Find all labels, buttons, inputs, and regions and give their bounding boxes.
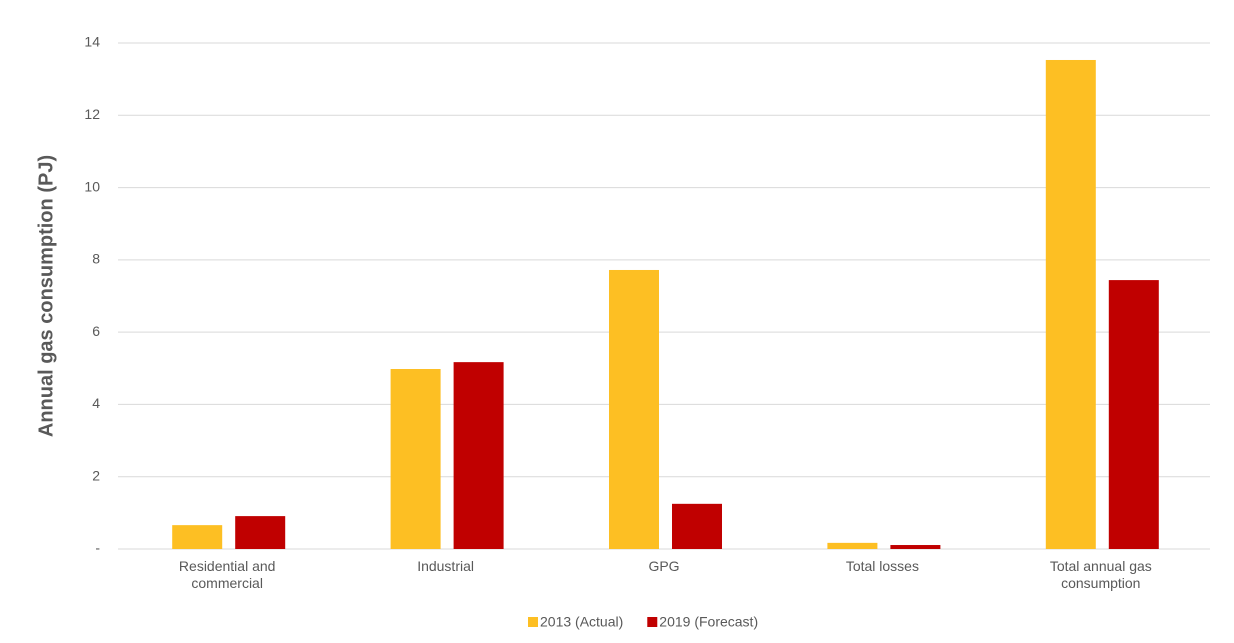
x-tick-label: Industrial — [417, 558, 474, 574]
y-tick-label: 6 — [92, 323, 100, 339]
y-tick-label: 12 — [84, 106, 100, 122]
y-tick-label: 10 — [84, 178, 100, 194]
bar — [1045, 59, 1096, 549]
bar — [235, 516, 286, 549]
y-tick-label: 2 — [92, 467, 100, 483]
legend-swatch — [647, 617, 658, 627]
y-axis-title: Annual gas consumption (PJ) — [35, 155, 57, 437]
x-tick-label: Residential and commercial — [178, 558, 276, 591]
bar — [672, 503, 722, 549]
legend-label: 2019 (Forecast) — [659, 614, 758, 630]
bar — [453, 362, 504, 549]
x-tick-label: Total losses — [845, 558, 919, 574]
y-tick-label: - — [95, 540, 100, 556]
x-tick-label: GPG — [648, 558, 680, 574]
y-tick-label: 14 — [84, 34, 100, 50]
y-tick-label: 4 — [92, 395, 100, 411]
legend-label: 2013 (Actual) — [540, 614, 623, 630]
y-tick-label: 8 — [92, 251, 100, 267]
bar — [890, 545, 941, 549]
bar — [827, 542, 878, 549]
x-tick-label: Total annual gas consumption — [1049, 558, 1152, 591]
bar — [390, 369, 441, 549]
bar — [172, 525, 223, 549]
bar — [609, 269, 659, 549]
legend-swatch — [528, 617, 538, 627]
bar — [1108, 280, 1159, 549]
